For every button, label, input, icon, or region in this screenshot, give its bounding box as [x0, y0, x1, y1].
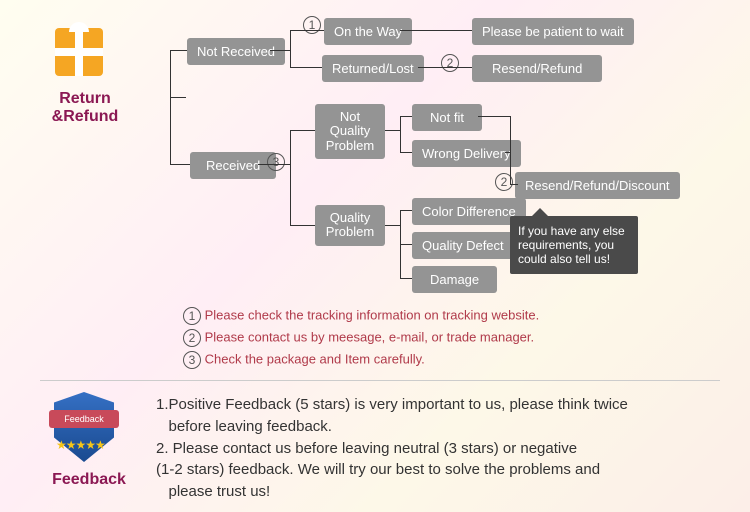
node-damage: Damage — [412, 266, 497, 293]
node-received: Received — [190, 152, 276, 179]
fb-line-3: 2. Please contact us before leaving neut… — [156, 438, 716, 460]
connector — [400, 152, 412, 153]
circle-1-diagram: 1 — [303, 16, 321, 34]
connector — [385, 130, 400, 131]
note-1: 1 Please check the tracking information … — [183, 307, 539, 325]
connector — [385, 225, 400, 226]
connector — [400, 244, 412, 245]
node-color-diff: Color Difference — [412, 198, 526, 225]
node-resend-refund-discount: Resend/Refund/Discount — [515, 172, 680, 199]
circle-2-note: 2 — [183, 329, 201, 347]
connector — [478, 116, 510, 117]
connector — [505, 152, 511, 153]
badge-banner-text: Feedback — [64, 414, 104, 424]
connector — [290, 30, 291, 68]
connector — [400, 278, 412, 279]
gift-icon — [55, 28, 103, 76]
fb-line-4: (1-2 stars) feedback. We will try our be… — [156, 459, 716, 481]
fb-line-2: before leaving feedback. — [156, 416, 716, 438]
node-not-fit: Not fit — [412, 104, 482, 131]
connector — [290, 130, 291, 225]
node-not-received: Not Received — [187, 38, 285, 65]
connector — [400, 116, 401, 152]
connector — [290, 30, 324, 31]
connector — [418, 67, 472, 68]
connector — [170, 97, 186, 98]
node-quality-defect: Quality Defect — [412, 232, 514, 259]
heading-return-refund: Return &Refund — [35, 90, 135, 126]
connector — [510, 116, 511, 184]
node-on-the-way: On the Way — [324, 18, 412, 45]
circle-1-note: 1 — [183, 307, 201, 325]
node-wrong-delivery: Wrong Delivery — [412, 140, 521, 167]
divider-line — [40, 380, 720, 381]
callout-else-req: If you have any else requirements, you c… — [510, 216, 638, 274]
connector — [400, 116, 412, 117]
connector — [290, 67, 322, 68]
node-quality-problem: Quality Problem — [315, 205, 385, 246]
node-please-wait: Please be patient to wait — [472, 18, 634, 45]
note-1-text: Please check the tracking information on… — [205, 307, 540, 322]
node-returned-lost: Returned/Lost — [322, 55, 424, 82]
connector — [290, 130, 315, 131]
connector — [290, 225, 315, 226]
gift-bow — [69, 22, 89, 32]
fb-line-1: 1.Positive Feedback (5 stars) is very im… — [156, 394, 716, 416]
connector — [170, 50, 187, 51]
connector — [170, 164, 190, 165]
node-resend-refund: Resend/Refund — [472, 55, 602, 82]
note-3: 3 Check the package and Item carefully. — [183, 351, 425, 369]
connector — [400, 210, 412, 211]
connector — [400, 30, 472, 31]
note-3-text: Check the package and Item carefully. — [205, 351, 425, 366]
circle-2-diagram-top: 2 — [441, 54, 459, 72]
heading-feedback: Feedback — [48, 471, 130, 489]
connector — [258, 164, 290, 165]
circle-3-note: 3 — [183, 351, 201, 369]
badge-banner: Feedback — [49, 410, 119, 428]
feedback-body: 1.Positive Feedback (5 stars) is very im… — [156, 394, 716, 503]
connector — [270, 50, 290, 51]
connector — [510, 184, 518, 185]
node-not-quality-problem: Not Quality Problem — [315, 104, 385, 159]
badge-stars: ★★★★★ — [56, 438, 105, 452]
note-2: 2 Please contact us by meesage, e-mail, … — [183, 329, 534, 347]
fb-line-5: please trust us! — [156, 481, 716, 503]
connector — [170, 50, 171, 164]
circle-3-diagram: 3 — [267, 153, 285, 171]
note-2-text: Please contact us by meesage, e-mail, or… — [205, 329, 535, 344]
